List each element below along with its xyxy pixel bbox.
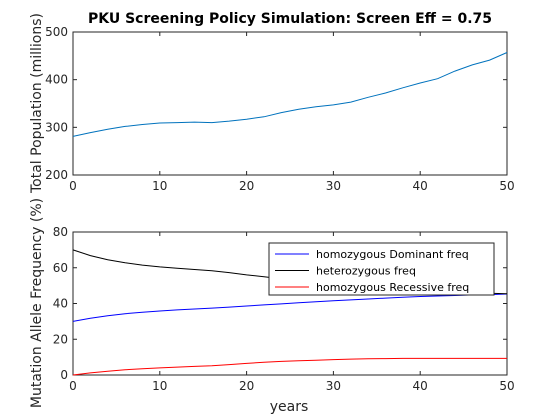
x-tick-label: 20 [239,379,254,393]
y-tick-label: 500 [45,25,68,39]
legend-entry: heterozygous freq [316,265,416,278]
x-tick-label: 30 [326,179,341,193]
x-tick-label: 0 [69,379,77,393]
x-tick-label: 40 [413,379,428,393]
x-tick-label: 20 [239,179,254,193]
bottom-x-axis-label: years [270,399,309,415]
legend-entry: homozygous Recessive freq [316,281,469,294]
legend-entry: homozygous Dominant freq [316,248,469,261]
y-tick-label: 400 [45,73,68,87]
y-tick-label: 200 [45,168,68,182]
y-tick-label: 300 [45,120,68,134]
x-tick-label: 40 [413,179,428,193]
x-tick-label: 50 [499,179,514,193]
x-tick-label: 50 [499,379,514,393]
x-tick-label: 10 [152,379,167,393]
legend-box [268,242,495,296]
top-axes: 0 10 20 30 40 50 200 300 400 500 [45,25,515,193]
series-line-homozygous-recessive-freq [72,357,507,376]
series-line-homozygous-dominant-freq [72,293,508,322]
top-chart-title: PKU Screening Policy Simulation: Screen … [88,11,492,27]
y-tick-label: 20 [53,332,68,346]
series-line-0-0 [72,52,508,137]
plot-area [72,31,508,176]
x-tick-label: 10 [152,179,167,193]
legend: homozygous Dominant freq heterozygous fre… [268,242,495,296]
y-tick-label: 40 [53,297,68,311]
y-tick-label: 0 [60,368,68,382]
y-tick-label: 60 [53,261,68,275]
y-tick-label: 80 [53,225,68,239]
x-tick-label: 30 [326,379,341,393]
x-tick-label: 0 [69,179,77,193]
top-y-axis-label: Total Population (millions) [29,13,45,194]
bottom-y-axis-label: Mutation Allele Frequency (%) [29,198,45,408]
